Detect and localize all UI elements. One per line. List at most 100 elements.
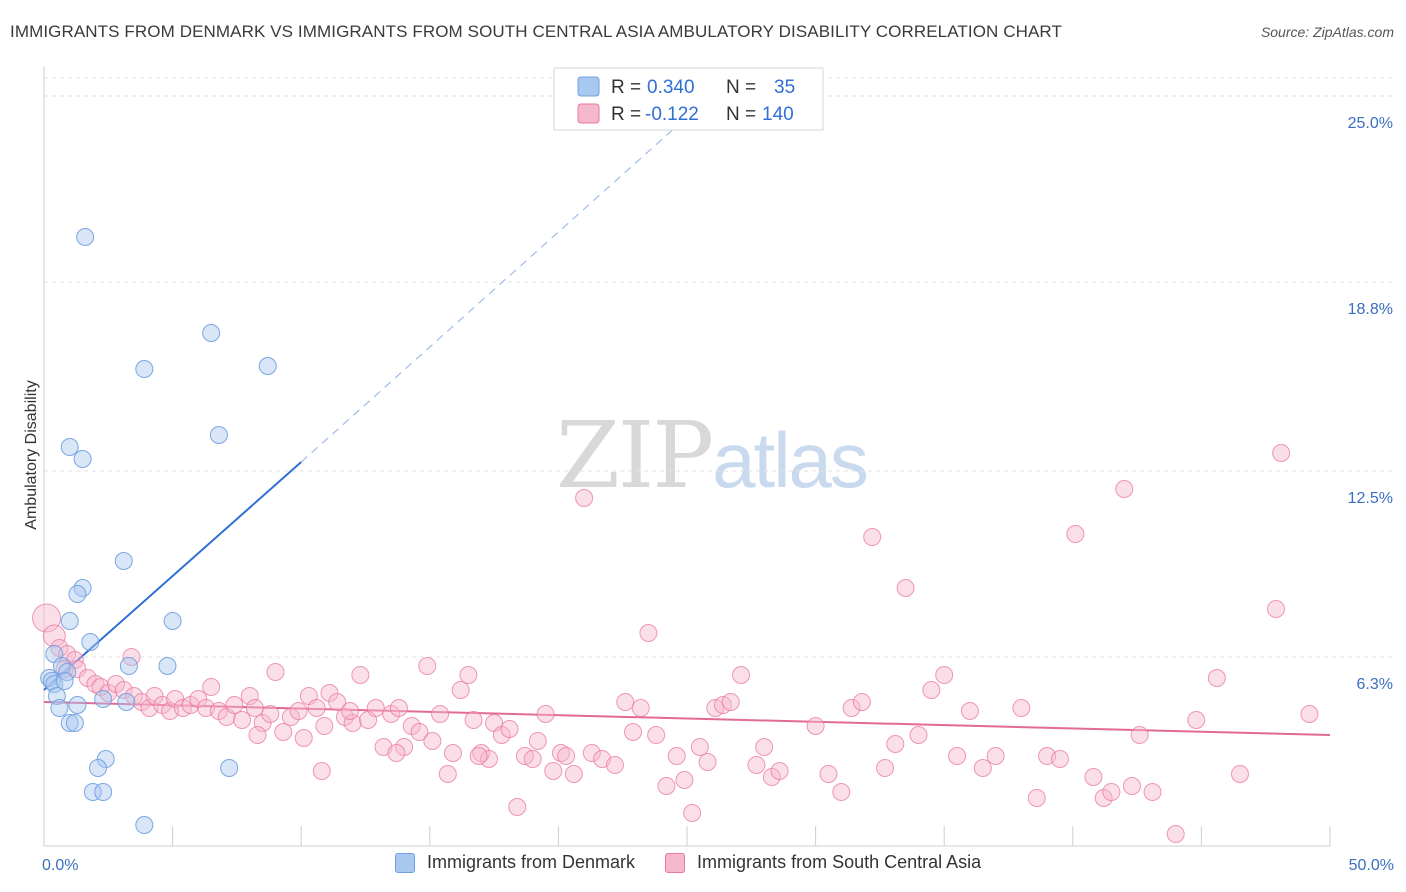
data-point-south-central-asia bbox=[922, 681, 941, 699]
data-point-denmark bbox=[47, 687, 66, 705]
data-point-south-central-asia bbox=[909, 726, 928, 744]
data-point-south-central-asia bbox=[86, 675, 105, 693]
data-point-south-central-asia bbox=[261, 705, 280, 723]
data-point-denmark bbox=[76, 228, 95, 246]
data-point-south-central-asia bbox=[935, 666, 954, 684]
legend-n-label-south-central-asia: N = bbox=[726, 104, 756, 125]
data-point-south-central-asia bbox=[1012, 699, 1031, 717]
data-point-south-central-asia bbox=[189, 690, 208, 708]
data-point-denmark bbox=[60, 714, 79, 732]
data-point-south-central-asia bbox=[1066, 525, 1085, 543]
data-point-denmark bbox=[53, 657, 72, 675]
legend-r-value-south-central-asia: -0.122 bbox=[645, 104, 699, 125]
data-point-south-central-asia bbox=[145, 687, 164, 705]
data-point-south-central-asia bbox=[320, 684, 339, 702]
data-point-south-central-asia bbox=[233, 711, 252, 729]
watermark-atlas: atlas bbox=[712, 416, 869, 504]
data-point-denmark bbox=[135, 816, 154, 834]
data-point-south-central-asia bbox=[266, 663, 285, 681]
data-point-south-central-asia bbox=[683, 804, 702, 822]
data-point-south-central-asia bbox=[343, 714, 362, 732]
data-point-south-central-asia bbox=[99, 684, 118, 702]
data-point-denmark bbox=[117, 693, 136, 711]
data-point-south-central-asia bbox=[896, 579, 915, 597]
legend-n-value-south-central-asia: 140 bbox=[762, 104, 794, 125]
data-point-south-central-asia bbox=[1130, 726, 1149, 744]
data-point-denmark bbox=[220, 759, 239, 777]
data-point-south-central-asia bbox=[312, 762, 331, 780]
data-point-south-central-asia bbox=[623, 723, 642, 741]
data-point-south-central-asia bbox=[1102, 783, 1121, 801]
y-axis-title: Ambulatory Disability bbox=[23, 380, 40, 529]
data-point-south-central-asia bbox=[328, 693, 347, 711]
data-point-south-central-asia bbox=[557, 747, 576, 765]
data-point-denmark bbox=[60, 612, 79, 630]
data-point-south-central-asia bbox=[42, 624, 66, 648]
y-tick-label: 18.8% bbox=[1348, 301, 1393, 318]
series-denmark bbox=[40, 228, 277, 834]
data-point-south-central-asia bbox=[114, 681, 133, 699]
data-point-south-central-asia bbox=[536, 705, 555, 723]
stats-legend: R = 0.340 N = 35 R = -0.122 N = 140 bbox=[553, 67, 824, 131]
data-point-south-central-asia bbox=[225, 696, 244, 714]
data-point-south-central-asia bbox=[832, 783, 851, 801]
data-point-south-central-asia bbox=[770, 762, 789, 780]
bottom-legend-item-south-central-asia: Immigrants from South Central Asia bbox=[665, 852, 981, 873]
data-point-south-central-asia bbox=[351, 666, 370, 684]
data-point-south-central-asia bbox=[544, 762, 563, 780]
data-point-south-central-asia bbox=[647, 726, 666, 744]
y-tick-label: 12.5% bbox=[1348, 490, 1393, 507]
data-point-south-central-asia bbox=[307, 699, 326, 717]
data-point-south-central-asia bbox=[274, 723, 293, 741]
data-point-south-central-asia bbox=[410, 723, 429, 741]
data-point-denmark bbox=[68, 585, 87, 603]
data-point-south-central-asia bbox=[1230, 765, 1249, 783]
data-point-south-central-asia bbox=[876, 759, 895, 777]
data-point-south-central-asia bbox=[973, 759, 992, 777]
data-point-south-central-asia bbox=[698, 753, 717, 771]
data-point-denmark bbox=[209, 426, 228, 444]
data-point-south-central-asia bbox=[1084, 768, 1103, 786]
bottom-legend-item-denmark: Immigrants from Denmark bbox=[395, 852, 635, 873]
data-point-south-central-asia bbox=[819, 765, 838, 783]
data-point-south-central-asia bbox=[294, 729, 313, 747]
chart-title: IMMIGRANTS FROM DENMARK VS IMMIGRANTS FR… bbox=[10, 22, 1062, 41]
data-point-south-central-asia bbox=[289, 702, 308, 720]
data-point-south-central-asia bbox=[387, 744, 406, 762]
data-point-south-central-asia bbox=[551, 744, 570, 762]
data-point-south-central-asia bbox=[1027, 789, 1046, 807]
data-point-south-central-asia bbox=[755, 738, 774, 756]
data-point-south-central-asia bbox=[960, 702, 979, 720]
legend-n-value-denmark: 35 bbox=[774, 77, 795, 98]
data-point-south-central-asia bbox=[986, 747, 1005, 765]
data-point-south-central-asia bbox=[564, 765, 583, 783]
data-point-south-central-asia bbox=[479, 750, 498, 768]
legend-r-value-denmark: 0.340 bbox=[647, 77, 695, 98]
data-point-south-central-asia bbox=[1266, 600, 1285, 618]
data-point-south-central-asia bbox=[469, 747, 488, 765]
x-tick-label: 50.0% bbox=[1349, 857, 1394, 874]
y-tick-label: 25.0% bbox=[1348, 115, 1393, 132]
data-point-denmark bbox=[158, 657, 177, 675]
legend-r-label-south-central-asia: R = bbox=[611, 104, 641, 125]
data-point-south-central-asia bbox=[1050, 750, 1069, 768]
bottom-legend: Immigrants from Denmark Immigrants from … bbox=[395, 852, 1011, 873]
data-point-south-central-asia bbox=[886, 735, 905, 753]
bottom-legend-label-denmark: Immigrants from Denmark bbox=[427, 852, 636, 872]
tick-labels: 6.3% 12.5% 18.8% 25.0% 0.0% 50.0% bbox=[42, 115, 1394, 874]
data-point-south-central-asia bbox=[1187, 711, 1206, 729]
data-point-south-central-asia bbox=[667, 747, 686, 765]
series-south-central-asia bbox=[32, 444, 1319, 843]
trend-line-denmark-extension bbox=[300, 116, 688, 463]
data-point-south-central-asia bbox=[1143, 783, 1162, 801]
data-point-south-central-asia bbox=[315, 717, 334, 735]
data-point-denmark bbox=[258, 357, 277, 375]
data-point-denmark bbox=[119, 657, 138, 675]
legend-n-label-denmark: N = bbox=[726, 77, 756, 98]
data-point-south-central-asia bbox=[721, 693, 740, 711]
data-point-south-central-asia bbox=[431, 705, 450, 723]
trend-line-south-central-asia bbox=[43, 701, 1331, 736]
data-point-south-central-asia bbox=[1207, 669, 1226, 687]
data-point-south-central-asia bbox=[639, 624, 658, 642]
